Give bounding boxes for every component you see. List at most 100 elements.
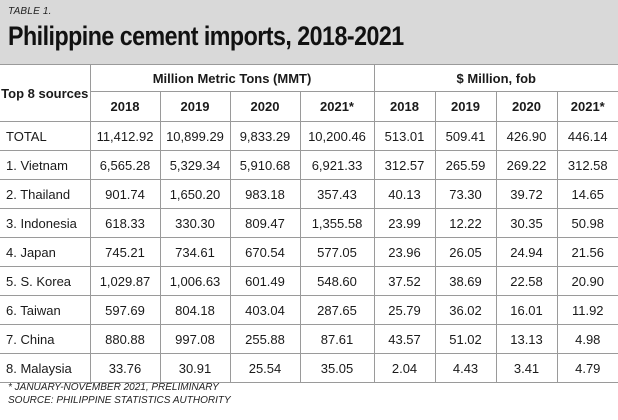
table-row: 8. Malaysia 33.76 30.91 25.54 35.05 2.04 4.43 3…: [0, 353, 618, 383]
table-cell: 403.04: [229, 295, 301, 325]
table-cell: 4.98: [556, 324, 618, 354]
table-cell: 36.02: [434, 295, 497, 325]
table-cell: 5,910.68: [229, 150, 301, 180]
row-label: 7. China: [0, 324, 91, 354]
table-cell: 426.90: [495, 121, 558, 151]
table-cell: 30.91: [159, 353, 231, 383]
table-cell: 287.65: [299, 295, 375, 325]
page-title: Philippine cement imports, 2018-2021: [8, 21, 404, 51]
row-label: 8. Malaysia: [0, 353, 91, 383]
table-cell: 40.13: [373, 179, 436, 209]
year-header: 2019: [159, 91, 231, 122]
table-cell: 2.04: [373, 353, 436, 383]
header-band: TABLE 1. Philippine cement imports, 2018…: [0, 0, 618, 64]
table-cell: 357.43: [299, 179, 375, 209]
table-cell: 513.01: [373, 121, 436, 151]
table-cell: 24.94: [495, 237, 558, 267]
table-row: 1. Vietnam 6,565.28 5,329.34 5,910.68 6,921.…: [0, 150, 618, 180]
table-cell: 1,006.63: [159, 266, 231, 296]
table-cell: 601.49: [229, 266, 301, 296]
table-cell: 983.18: [229, 179, 301, 209]
table-cell: 670.54: [229, 237, 301, 267]
table-cell: 548.60: [299, 266, 375, 296]
table-cell: 73.30: [434, 179, 497, 209]
table-row: 5. S. Korea 1,029.87 1,006.63 601.49 548.60 3…: [0, 266, 618, 296]
table-cell: 13.13: [495, 324, 558, 354]
table-cell: 804.18: [159, 295, 231, 325]
table-cell: 997.08: [159, 324, 231, 354]
row-label: 6. Taiwan: [0, 295, 91, 325]
imports-table: Top 8 sources Million Metric Tons (MMT) …: [0, 64, 618, 383]
table-cell: 87.61: [299, 324, 375, 354]
table-cell: 269.22: [495, 150, 558, 180]
year-header: 2018: [89, 91, 161, 122]
table-cell: 25.79: [373, 295, 436, 325]
table-cell: 901.74: [89, 179, 161, 209]
row-label: TOTAL: [0, 121, 91, 151]
table-cell: 509.41: [434, 121, 497, 151]
table-cell: 3.41: [495, 353, 558, 383]
table-cell: 4.79: [556, 353, 618, 383]
table-cell: 6,921.33: [299, 150, 375, 180]
table-cell: 597.69: [89, 295, 161, 325]
table-cell: 23.96: [373, 237, 436, 267]
table-cell: 20.90: [556, 266, 618, 296]
table-cell: 39.72: [495, 179, 558, 209]
table-row: 6. Taiwan 597.69 804.18 403.04 287.65 25.79 36…: [0, 295, 618, 325]
table-body: TOTAL 11,412.92 10,899.29 9,833.29 10,200.46…: [0, 121, 618, 383]
table-cell: 1,355.58: [299, 208, 375, 238]
table-cell: 1,650.20: [159, 179, 231, 209]
table-row: 4. Japan 745.21 734.61 670.54 577.05 23.96 26.…: [0, 237, 618, 267]
table-cell: 33.76: [89, 353, 161, 383]
table-cell: 11,412.92: [89, 121, 161, 151]
table-cell: 1,029.87: [89, 266, 161, 296]
table-cell: 25.54: [229, 353, 301, 383]
table-cell: 14.65: [556, 179, 618, 209]
table-cell: 446.14: [556, 121, 618, 151]
table-cell: 577.05: [299, 237, 375, 267]
table-cell: 312.58: [556, 150, 618, 180]
table-cell: 43.57: [373, 324, 436, 354]
year-header: 2021*: [299, 91, 375, 122]
table-cell: 12.22: [434, 208, 497, 238]
table-cell: 10,899.29: [159, 121, 231, 151]
table-cell: 265.59: [434, 150, 497, 180]
footnote: * JANUARY-NOVEMBER 2021, PRELIMINARY: [8, 382, 219, 393]
source-note: SOURCE: PHILIPPINE STATISTICS AUTHORITY: [8, 395, 231, 406]
year-header: 2020: [229, 91, 301, 122]
group-header-usd: $ Million, fob: [373, 64, 618, 92]
table-row: 3. Indonesia 618.33 330.30 809.47 1,355.58 23…: [0, 208, 618, 238]
table-row: 7. China 880.88 997.08 255.88 87.61 43.57 51.0…: [0, 324, 618, 354]
year-header: 2018: [373, 91, 436, 122]
table-cell: 50.98: [556, 208, 618, 238]
table-cell: 9,833.29: [229, 121, 301, 151]
table-cell: 734.61: [159, 237, 231, 267]
table-cell: 6,565.28: [89, 150, 161, 180]
year-header: 2020: [495, 91, 558, 122]
table-row: 2. Thailand 901.74 1,650.20 983.18 357.43 40.…: [0, 179, 618, 209]
row-label: 4. Japan: [0, 237, 91, 267]
table-cell: 35.05: [299, 353, 375, 383]
table-row: TOTAL 11,412.92 10,899.29 9,833.29 10,200.46…: [0, 121, 618, 151]
table-cell: 880.88: [89, 324, 161, 354]
table-cell: 11.92: [556, 295, 618, 325]
table-cell: 5,329.34: [159, 150, 231, 180]
table-cell: 26.05: [434, 237, 497, 267]
year-header: 2019: [434, 91, 497, 122]
row-label: 2. Thailand: [0, 179, 91, 209]
group-header-mmt: Million Metric Tons (MMT): [89, 64, 375, 92]
table-cell: 618.33: [89, 208, 161, 238]
sources-header: Top 8 sources: [0, 64, 91, 122]
table-cell: 10,200.46: [299, 121, 375, 151]
table-cell: 30.35: [495, 208, 558, 238]
table-cell: 16.01: [495, 295, 558, 325]
table-cell: 51.02: [434, 324, 497, 354]
row-label: 5. S. Korea: [0, 266, 91, 296]
table-label: TABLE 1.: [8, 6, 52, 17]
table-cell: 37.52: [373, 266, 436, 296]
row-label: 3. Indonesia: [0, 208, 91, 238]
table-cell: 745.21: [89, 237, 161, 267]
table-cell: 330.30: [159, 208, 231, 238]
year-header: 2021*: [556, 91, 618, 122]
